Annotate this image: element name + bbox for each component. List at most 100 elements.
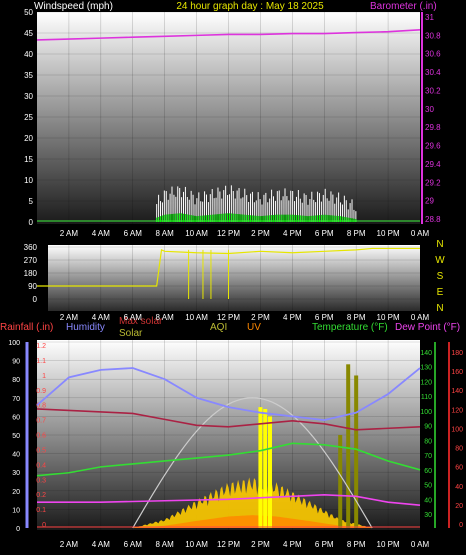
- compass-label: S: [437, 271, 444, 282]
- direction-tick-label: 180: [24, 269, 38, 278]
- wind-tick-label: 5: [29, 197, 34, 206]
- time-tick-label: 10 PM: [377, 313, 400, 322]
- time-tick-label: 2 PM: [251, 313, 270, 322]
- rain-tick-label: 0.3: [36, 477, 46, 484]
- time-tick-label: 6 AM: [124, 313, 143, 322]
- direction-tick-label: 0: [33, 295, 38, 304]
- barometer-line: [36, 29, 421, 41]
- dewpoint-line: [37, 494, 421, 506]
- time-tick-label: 10 AM: [185, 313, 208, 322]
- wind-tick-label: 30: [24, 92, 33, 101]
- humidity-tick-label: 100: [8, 340, 20, 347]
- time-tick-label: 4 PM: [283, 229, 302, 238]
- humidity-tick-label: 60: [12, 414, 20, 421]
- humidity-legend: Humidity: [66, 322, 105, 333]
- chart-title: 24 hour graph day : May 18 2025: [176, 1, 324, 12]
- dew-tick-label: 0: [459, 522, 463, 529]
- solar-spike: [267, 416, 272, 528]
- compass-label: W: [435, 255, 445, 266]
- time-tick-label: 6 PM: [315, 229, 334, 238]
- wind-tick-label: 25: [24, 113, 33, 122]
- solar-spike: [346, 364, 351, 528]
- dew-tick-label: 120: [451, 407, 463, 414]
- rain-tick-label: 0.2: [36, 492, 46, 499]
- dew-tick-label: 180: [451, 350, 463, 357]
- humidity-tick-label: 80: [12, 377, 20, 384]
- wind-axis-title: Windspeed (mph): [34, 1, 113, 12]
- time-tick-label: 4 AM: [92, 229, 111, 238]
- humidity-tick-label: 50: [12, 433, 20, 440]
- time-tick-label: 12 PM: [217, 229, 240, 238]
- rain-tick-label: 0.7: [36, 418, 46, 425]
- solar-spike: [354, 375, 359, 528]
- dew-tick-label: 80: [455, 446, 463, 453]
- rain-tick-label: 0.5: [36, 447, 46, 454]
- humidity-tick-label: 70: [12, 396, 20, 403]
- baro-tick-label: 30: [425, 105, 434, 114]
- temp-tick-label: 50: [424, 483, 432, 490]
- compass-label: N: [436, 239, 443, 250]
- rain-tick-label: 0: [42, 522, 46, 529]
- time-tick-label: 6 PM: [315, 540, 334, 549]
- direction-tick-label: 270: [24, 256, 38, 265]
- solar-legend: Solar: [119, 328, 143, 339]
- wind-tick-label: 10: [24, 176, 33, 185]
- time-tick-label: 6 AM: [124, 540, 143, 549]
- baro-tick-label: 29.2: [425, 178, 441, 187]
- humidity-tick-label: 30: [12, 470, 20, 477]
- compass-label: E: [437, 287, 444, 298]
- solar-area: [132, 477, 373, 528]
- solar-spike: [338, 435, 343, 528]
- humidity-tick-label: 20: [12, 489, 20, 496]
- solar-spike: [263, 408, 268, 528]
- wind-panel-bg: [37, 12, 420, 224]
- dynamic-layer: 504540353025201510503130.830.630.430.230…: [8, 8, 463, 549]
- dew-tick-label: 100: [451, 426, 463, 433]
- time-tick-label: 8 PM: [347, 229, 366, 238]
- temp-tick-label: 90: [424, 424, 432, 431]
- dew-tick-label: 140: [451, 388, 463, 395]
- time-tick-label: 4 AM: [92, 313, 111, 322]
- baro-axis-title: Barometer (.in): [370, 1, 437, 12]
- solar-spike: [258, 407, 263, 528]
- time-tick-label: 2 AM: [60, 229, 79, 238]
- baro-tick-label: 29.4: [425, 160, 441, 169]
- time-tick-label: 4 AM: [92, 540, 111, 549]
- wind-tick-label: 15: [24, 155, 33, 164]
- rain-tick-label: 1: [42, 373, 46, 380]
- time-tick-label: 0 AM: [411, 229, 430, 238]
- dew-tick-label: 20: [455, 503, 463, 510]
- time-tick-label: 8 AM: [156, 229, 175, 238]
- time-tick-label: 10 PM: [377, 229, 400, 238]
- time-tick-label: 4 PM: [283, 313, 302, 322]
- temp-tick-label: 140: [420, 350, 432, 357]
- temp-tick-label: 110: [421, 394, 432, 401]
- wind-tick-label: 35: [24, 71, 33, 80]
- rain-tick-label: 0.1: [36, 507, 46, 514]
- wind-tick-label: 20: [24, 134, 33, 143]
- temp-tick-label: 80: [424, 438, 432, 445]
- maxsolar-legend: Max solar: [119, 316, 163, 327]
- wind-tick-label: 40: [24, 50, 33, 59]
- time-tick-label: 8 PM: [347, 313, 366, 322]
- time-tick-label: 12 PM: [217, 313, 240, 322]
- time-tick-label: 6 PM: [315, 313, 334, 322]
- wind-tick-label: 0: [29, 218, 34, 227]
- time-tick-label: 12 PM: [217, 540, 240, 549]
- humidity-tick-label: 40: [12, 452, 20, 459]
- baro-tick-label: 30.6: [425, 50, 441, 59]
- uv-area: [132, 515, 373, 528]
- time-tick-label: 10 AM: [185, 229, 208, 238]
- time-tick-label: 6 AM: [124, 229, 143, 238]
- temp-tick-label: 30: [424, 512, 432, 519]
- time-tick-label: 8 AM: [156, 313, 175, 322]
- rain-tick-label: 1.1: [36, 358, 46, 365]
- temp-tick-label: 60: [424, 468, 432, 475]
- time-tick-label: 2 AM: [60, 313, 79, 322]
- baro-tick-label: 29.8: [425, 123, 441, 132]
- temp-tick-label: 100: [420, 409, 432, 416]
- baro-tick-label: 28.8: [425, 215, 441, 224]
- rain-tick-label: 0.9: [36, 388, 46, 395]
- uv-legend: UV: [247, 322, 261, 333]
